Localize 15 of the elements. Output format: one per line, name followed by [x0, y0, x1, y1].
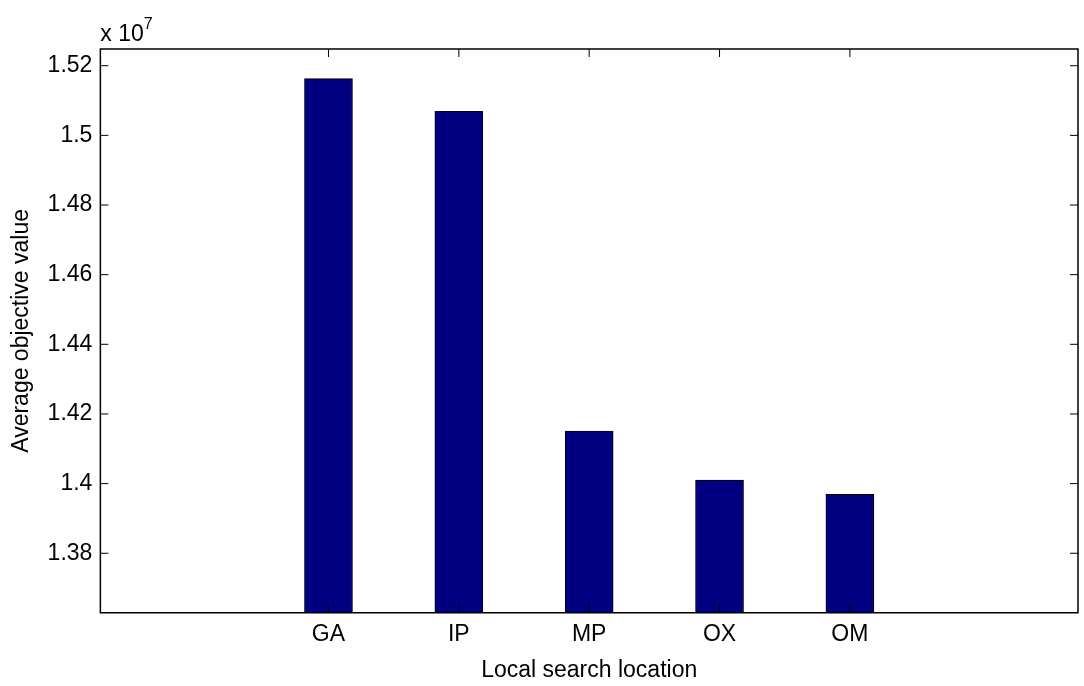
y-tick-label: 1.42 [47, 399, 93, 426]
x-tick-label: IP [447, 619, 470, 646]
y-tick-label: 1.4 [60, 468, 93, 495]
y-tick-label: 1.38 [47, 538, 93, 565]
y-tick-label: 1.46 [47, 260, 93, 286]
x-tick-label: OM [831, 619, 869, 646]
x-tick-label: GA [311, 619, 346, 646]
y-tick-label: 1.48 [47, 190, 93, 217]
y-tick-label: 1.5 [60, 120, 93, 147]
x-tick-label: MP [571, 619, 607, 646]
x-tick-label: OX [702, 619, 737, 646]
y-tick-label: 1.52 [47, 51, 93, 78]
x-axis-title: Local search location [481, 655, 698, 682]
y-tick-label: 1.44 [47, 329, 93, 356]
y-axis-title: Average objective value [7, 209, 34, 453]
